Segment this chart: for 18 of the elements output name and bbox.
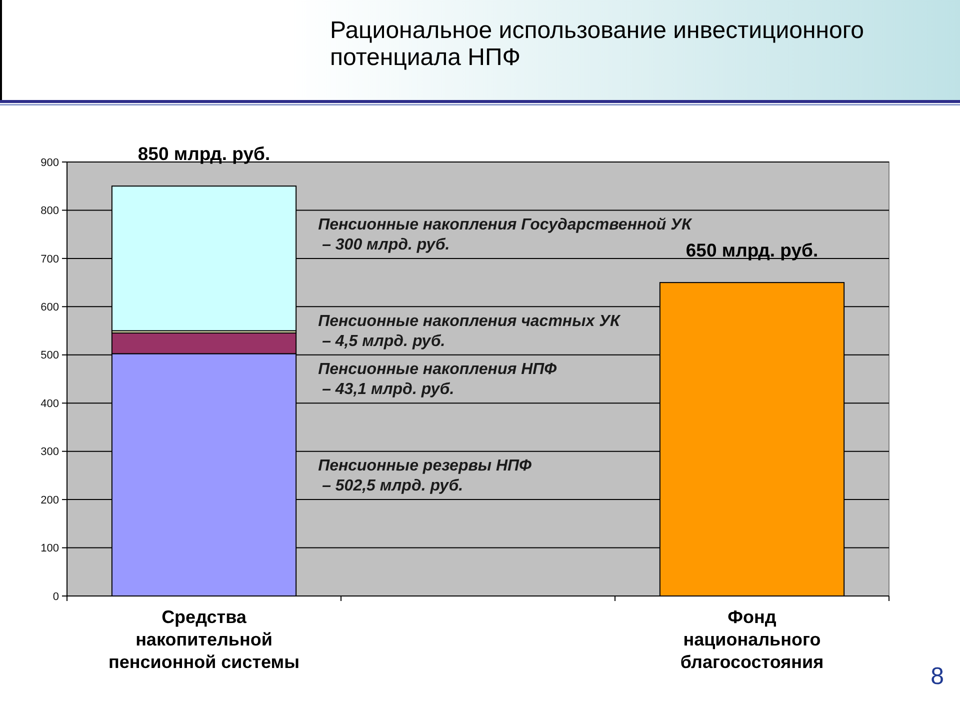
y-tick-label: 400 — [40, 398, 59, 410]
y-tick-label: 800 — [40, 205, 59, 218]
x-tick-label: Фонд национального благосостояния — [680, 607, 824, 672]
total-label: 850 млрд. руб. — [138, 143, 270, 164]
y-tick-label: 900 — [40, 156, 59, 169]
series-label: Пенсионные накопления частных УК – 4,5 млрд. руб. — [318, 312, 621, 350]
y-tick-label: 700 — [40, 253, 59, 266]
y-tick-label: 600 — [40, 302, 59, 314]
x-tick-label: Средства накопительной пенсионной системы — [108, 607, 300, 672]
chart-title: Рациональное использование инвестиционного потенциала НПФ — [330, 17, 864, 71]
y-tick-label: 100 — [40, 542, 59, 555]
y-tick-label: 300 — [40, 446, 59, 458]
y-tick-label: 0 — [52, 590, 59, 603]
series-label: Пенсионные резервы НПФ – 502,5 млрд. руб. — [318, 457, 532, 494]
y-tick-label: 200 — [40, 494, 59, 506]
series-label: Пенсионные накопления НПФ – 43,1 млрд. руб. — [318, 361, 558, 398]
text: 8 — [930, 663, 944, 690]
y-tick-label: 500 — [40, 350, 59, 362]
